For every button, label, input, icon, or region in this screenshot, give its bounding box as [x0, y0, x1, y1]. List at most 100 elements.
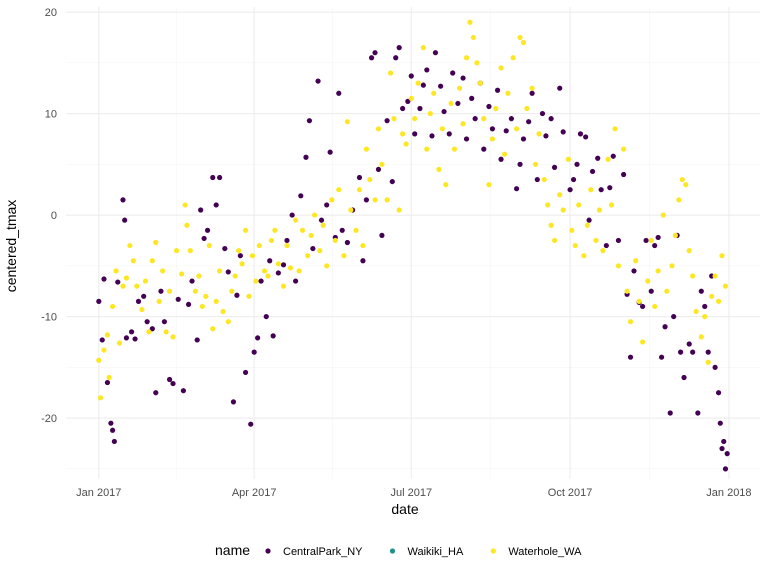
data-point: [367, 176, 373, 183]
data-point: [474, 60, 480, 66]
data-point: [460, 75, 466, 81]
data-point: [123, 275, 130, 281]
data-point: [446, 131, 452, 137]
data-point: [396, 45, 402, 51]
data-point: [306, 118, 313, 124]
data-point: [677, 349, 684, 355]
data-point: [189, 278, 195, 284]
data-point: [375, 126, 382, 132]
data-point: [498, 156, 504, 162]
y-tick-label: 10: [45, 109, 57, 121]
data-point: [655, 268, 661, 274]
data-point: [384, 118, 390, 124]
data-point: [664, 288, 670, 294]
data-point: [520, 136, 527, 142]
data-point: [648, 288, 654, 294]
data-point: [596, 207, 603, 213]
data-point: [439, 126, 445, 132]
data-point: [230, 399, 237, 405]
data-point: [379, 232, 385, 238]
data-point: [595, 155, 601, 161]
data-point: [311, 212, 318, 218]
data-point: [141, 293, 147, 299]
x-tick-label: Oct 2017: [548, 487, 593, 499]
data-point: [206, 242, 212, 249]
data-point: [320, 222, 326, 228]
data-point: [249, 253, 256, 259]
data-point: [463, 136, 470, 142]
data-point: [251, 349, 257, 355]
legend-label: Waikiki_HA: [407, 546, 463, 558]
data-point: [170, 334, 176, 340]
data-point: [108, 420, 114, 426]
data-point: [627, 354, 634, 360]
data-point: [615, 263, 622, 269]
data-point: [308, 232, 314, 238]
data-point: [548, 116, 554, 122]
data-point: [584, 222, 590, 228]
data-point: [662, 324, 668, 330]
data-point: [636, 298, 642, 304]
data-point: [698, 334, 704, 340]
data-point: [372, 197, 378, 203]
data-point: [526, 119, 532, 125]
data-point: [318, 217, 325, 223]
data-point: [610, 153, 616, 159]
data-point: [676, 197, 682, 203]
data-point: [545, 202, 551, 208]
data-point: [127, 242, 133, 249]
legend: name CentralPark_NY Waikiki_HA Waterhole_W…: [215, 542, 582, 558]
data-point: [457, 85, 463, 91]
data-point: [443, 182, 449, 188]
data-point: [690, 349, 696, 355]
data-point: [621, 146, 627, 152]
data-point: [565, 156, 571, 162]
data-point: [517, 161, 523, 167]
data-point: [503, 128, 509, 134]
data-point: [120, 197, 126, 203]
data-point: [280, 283, 287, 289]
data-point: [570, 176, 577, 183]
data-point: [170, 380, 176, 387]
data-point: [455, 100, 461, 107]
data-point: [600, 248, 606, 254]
data-point: [712, 273, 718, 279]
data-point: [498, 65, 504, 71]
data-point: [695, 410, 701, 416]
data-point: [671, 313, 677, 320]
data-point: [115, 279, 121, 285]
data-point: [160, 268, 166, 274]
data-point: [187, 248, 193, 254]
data-point: [645, 278, 651, 284]
data-point: [403, 141, 409, 147]
data-point: [557, 192, 563, 198]
data-point: [432, 50, 439, 56]
data-point: [384, 197, 390, 203]
data-point: [327, 149, 333, 155]
data-point: [486, 103, 492, 110]
data-point: [574, 161, 580, 167]
data-point: [199, 303, 205, 310]
data-point: [166, 288, 173, 294]
data-point: [420, 82, 426, 88]
data-point: [481, 146, 487, 152]
data-point: [123, 335, 130, 341]
data-point: [505, 90, 511, 96]
data-point: [551, 237, 558, 244]
data-point: [210, 326, 216, 332]
x-tick-label: Apr 2017: [232, 487, 277, 499]
data-point: [329, 197, 335, 203]
data-point: [356, 174, 363, 181]
data-point: [375, 166, 382, 173]
legend-key: [490, 548, 496, 554]
data-point: [315, 78, 321, 84]
data-point: [508, 116, 515, 122]
data-point: [513, 126, 520, 132]
data-point: [258, 278, 264, 284]
data-point: [719, 445, 725, 452]
data-point: [477, 80, 483, 86]
data-point: [275, 270, 281, 276]
data-point: [412, 131, 418, 137]
data-point: [130, 258, 136, 264]
data-point: [586, 217, 592, 223]
